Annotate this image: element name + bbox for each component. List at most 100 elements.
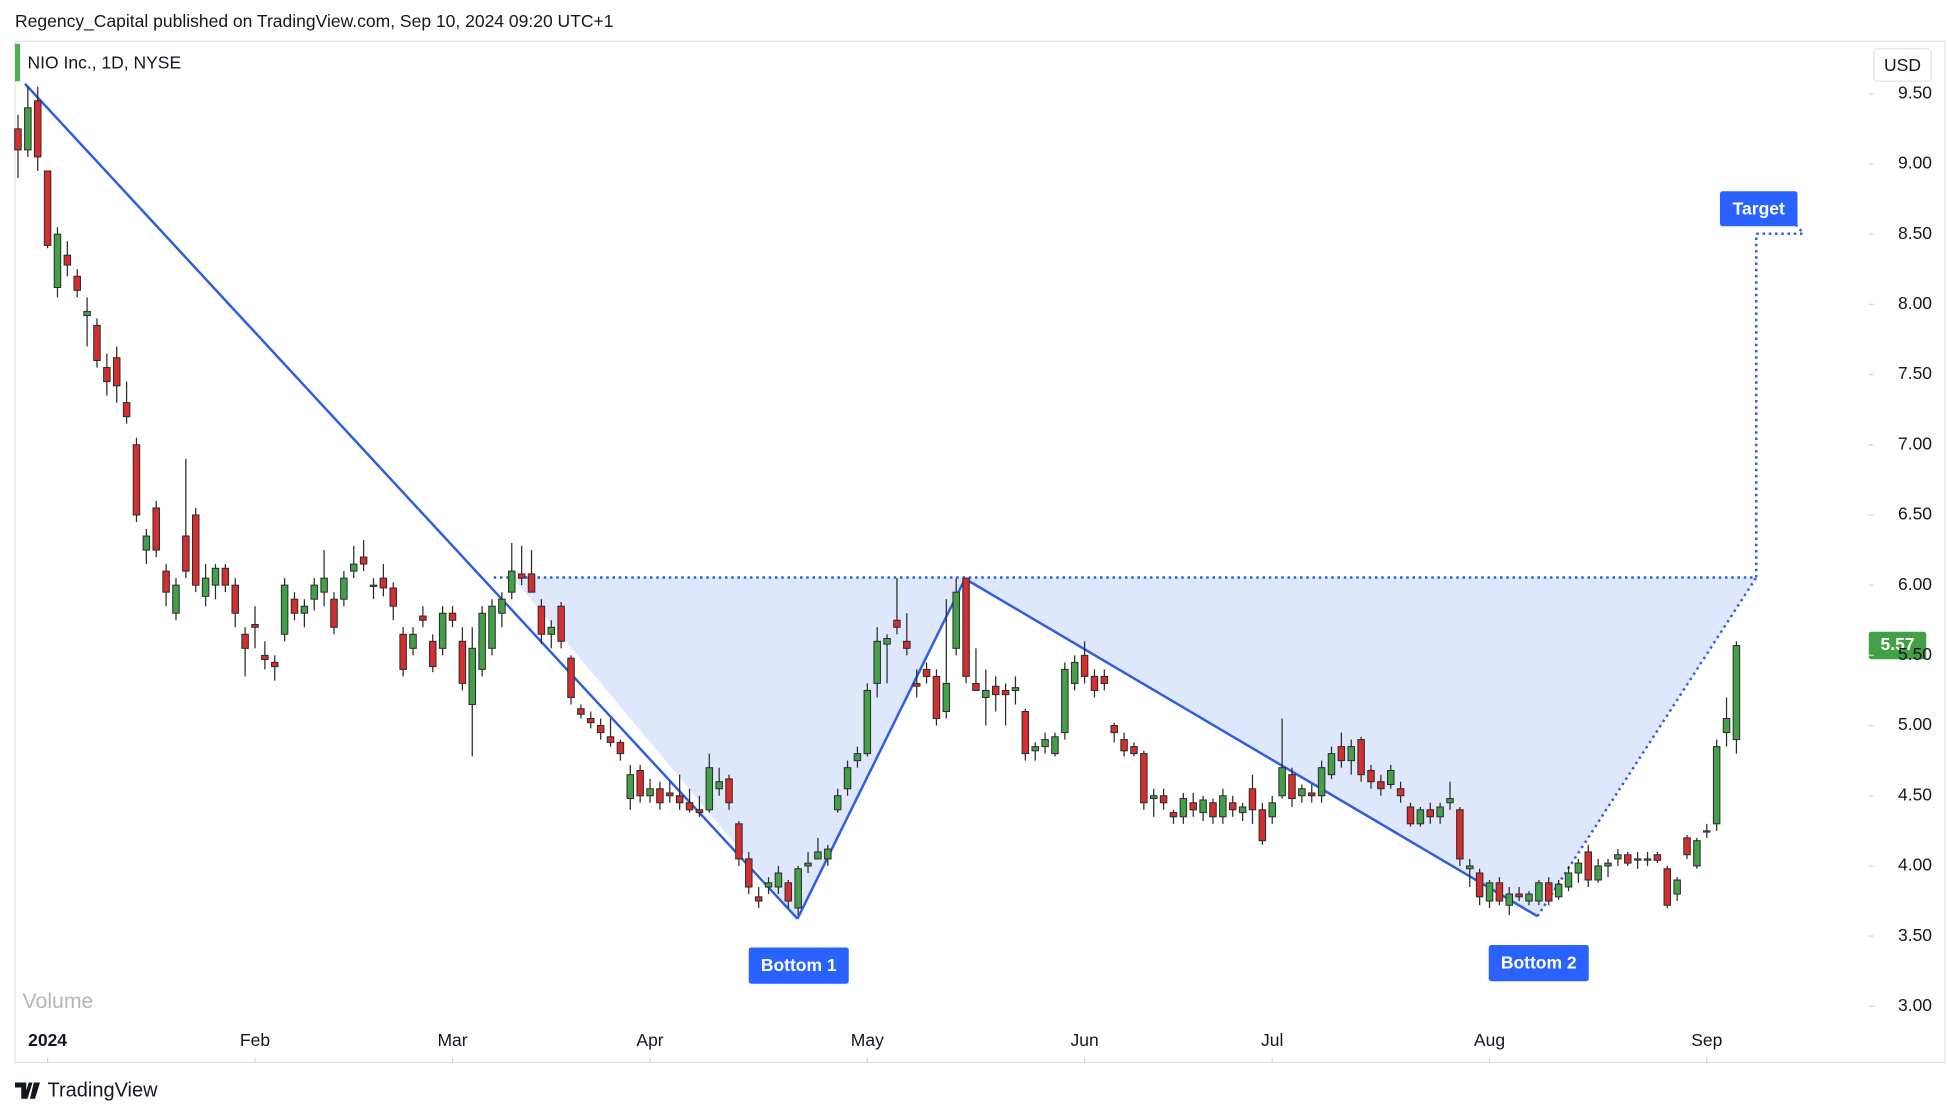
candle-body bbox=[231, 584, 239, 614]
candle-body bbox=[685, 802, 694, 811]
candle-body bbox=[606, 736, 615, 743]
candle-body bbox=[903, 640, 911, 649]
candle-body bbox=[715, 781, 723, 790]
candle-body bbox=[270, 661, 279, 668]
currency-box[interactable] bbox=[1873, 48, 1932, 82]
y-tick-label: 9.50 bbox=[1898, 82, 1932, 102]
candle-body bbox=[1554, 883, 1563, 898]
candle-body bbox=[991, 685, 1000, 696]
x-tick-label: Mar bbox=[437, 1030, 467, 1050]
y-tick-label: 6.00 bbox=[1898, 574, 1932, 594]
candle-body bbox=[14, 128, 22, 151]
candle-body bbox=[379, 577, 388, 589]
candle-body bbox=[1238, 806, 1247, 814]
candle-body bbox=[63, 254, 72, 266]
candle-body bbox=[280, 584, 289, 635]
trendline bbox=[796, 578, 967, 920]
candle-body bbox=[1545, 882, 1553, 902]
x-tick-label: May bbox=[851, 1030, 884, 1050]
candle-body bbox=[1051, 736, 1059, 755]
candle-body bbox=[774, 872, 783, 888]
currency[interactable]: USD bbox=[1884, 55, 1921, 75]
annotation-box bbox=[1720, 191, 1798, 227]
y-tick-label: 7.00 bbox=[1898, 433, 1932, 453]
candle-body bbox=[1564, 872, 1573, 888]
candle-body bbox=[1130, 746, 1138, 755]
candle-body bbox=[1031, 746, 1039, 752]
candle-body bbox=[735, 823, 743, 860]
candle-body bbox=[93, 324, 101, 362]
candle-body bbox=[1703, 830, 1711, 833]
candle-body bbox=[488, 605, 496, 649]
y-tick-label: 5.50 bbox=[1898, 644, 1932, 664]
candle-body bbox=[1189, 802, 1197, 811]
candle-body bbox=[1070, 661, 1079, 684]
candle-body bbox=[1120, 739, 1128, 752]
candle-body bbox=[359, 556, 368, 565]
projection bbox=[1786, 214, 1805, 235]
candle-body bbox=[1377, 781, 1385, 790]
candle-body bbox=[350, 563, 358, 572]
candle-body bbox=[932, 675, 941, 720]
candle-body bbox=[833, 795, 842, 811]
candle-body bbox=[320, 577, 328, 593]
candle-body bbox=[448, 612, 457, 621]
x-tick-label: Aug bbox=[1474, 1030, 1505, 1050]
candle-body bbox=[1594, 865, 1602, 881]
candle-body bbox=[1021, 711, 1030, 755]
candle-body bbox=[626, 774, 635, 800]
candle-body bbox=[1495, 882, 1504, 902]
candle-body bbox=[1357, 739, 1365, 776]
candle-body bbox=[1505, 893, 1514, 906]
annotation-box bbox=[1488, 945, 1589, 982]
brand-name: TradingView bbox=[48, 1080, 159, 1102]
candle-body bbox=[43, 170, 52, 246]
trendline bbox=[24, 82, 799, 920]
candle-body bbox=[290, 598, 299, 614]
candle-body bbox=[784, 882, 793, 902]
symbol-marker bbox=[15, 43, 20, 82]
candle-body bbox=[409, 633, 417, 649]
candle-body bbox=[705, 767, 714, 811]
drawings bbox=[24, 82, 1805, 920]
candle-body bbox=[527, 573, 536, 593]
candle-body bbox=[1258, 809, 1267, 842]
candle-body bbox=[675, 795, 684, 804]
candle-body bbox=[1140, 753, 1148, 804]
candle-body bbox=[419, 615, 427, 621]
candle-body bbox=[330, 598, 338, 628]
y-tick-label: 8.00 bbox=[1898, 293, 1932, 313]
candle-body bbox=[1712, 746, 1721, 825]
candle-body bbox=[1396, 788, 1405, 797]
candle-body bbox=[725, 778, 733, 804]
candle-body bbox=[1347, 746, 1355, 762]
candle-body bbox=[1228, 802, 1237, 811]
candle-body bbox=[1525, 893, 1533, 902]
volume-label: Volume bbox=[23, 989, 94, 1013]
annotation: Target bbox=[1733, 199, 1785, 219]
candle-body bbox=[547, 626, 556, 635]
candle-body bbox=[1475, 872, 1484, 898]
candle-body bbox=[1653, 854, 1662, 861]
brand: TradingView bbox=[15, 1080, 158, 1102]
candle-body bbox=[1584, 851, 1593, 881]
candle-body bbox=[1337, 746, 1346, 762]
annotation: Bottom 1 bbox=[761, 955, 837, 975]
candle-body bbox=[1179, 798, 1188, 818]
candle-body bbox=[1307, 792, 1316, 797]
candle-body bbox=[389, 587, 398, 607]
candle-body bbox=[962, 577, 970, 677]
candle-body bbox=[1159, 795, 1168, 804]
y-tick-label: 5.00 bbox=[1898, 714, 1932, 734]
candle-body bbox=[1574, 862, 1583, 874]
x-tick-label: Feb bbox=[240, 1030, 270, 1050]
candle-body bbox=[1436, 806, 1444, 818]
candle-body bbox=[251, 623, 259, 628]
candle-body bbox=[340, 577, 348, 600]
candle-body bbox=[1367, 769, 1375, 783]
candle-body bbox=[1288, 774, 1296, 800]
candle-body bbox=[517, 573, 526, 579]
candle-body bbox=[1011, 687, 1020, 691]
candle-body bbox=[1643, 858, 1652, 861]
